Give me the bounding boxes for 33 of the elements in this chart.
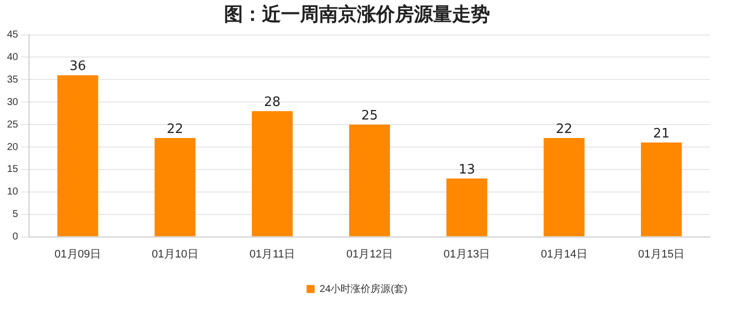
- bar: [349, 124, 390, 236]
- data-label: 28: [264, 94, 281, 110]
- x-tick-label: 01月12日: [346, 248, 393, 260]
- y-tick-label: 45: [7, 30, 19, 41]
- data-label: 36: [69, 59, 86, 74]
- x-tick-label: 01月09日: [54, 248, 101, 260]
- y-tick-label: 5: [12, 209, 19, 220]
- x-tick-label: 01月10日: [152, 248, 198, 260]
- data-label: 25: [361, 108, 378, 124]
- x-tick-label: 01月11日: [249, 248, 296, 260]
- bar: [154, 138, 196, 236]
- y-tick-label: 30: [7, 96, 19, 108]
- x-tick-label: 01月13日: [444, 248, 490, 260]
- bar: [544, 138, 585, 236]
- data-label: 13: [458, 162, 476, 178]
- bar: [252, 111, 293, 236]
- bar: [57, 75, 98, 236]
- y-tick-label: 25: [7, 119, 19, 130]
- data-label: 22: [556, 122, 572, 137]
- x-tick-label: 01月15日: [638, 248, 685, 260]
- bar: [640, 142, 682, 236]
- data-label: 22: [166, 122, 184, 137]
- y-tick-label: 0: [12, 232, 19, 243]
- y-tick-label: 15: [7, 164, 19, 176]
- data-label: 21: [653, 126, 670, 142]
- y-tick-label: 35: [7, 74, 19, 86]
- legend-label: 24小时涨价房源(套): [320, 282, 408, 295]
- x-tick-label: 01月14日: [540, 248, 588, 260]
- y-tick-label: 10: [7, 186, 19, 198]
- chart-title: 图：近一周南京涨价房源量走势: [224, 3, 490, 26]
- y-tick-label: 20: [7, 142, 19, 153]
- y-tick-label: 40: [7, 52, 19, 63]
- bar: [446, 178, 488, 236]
